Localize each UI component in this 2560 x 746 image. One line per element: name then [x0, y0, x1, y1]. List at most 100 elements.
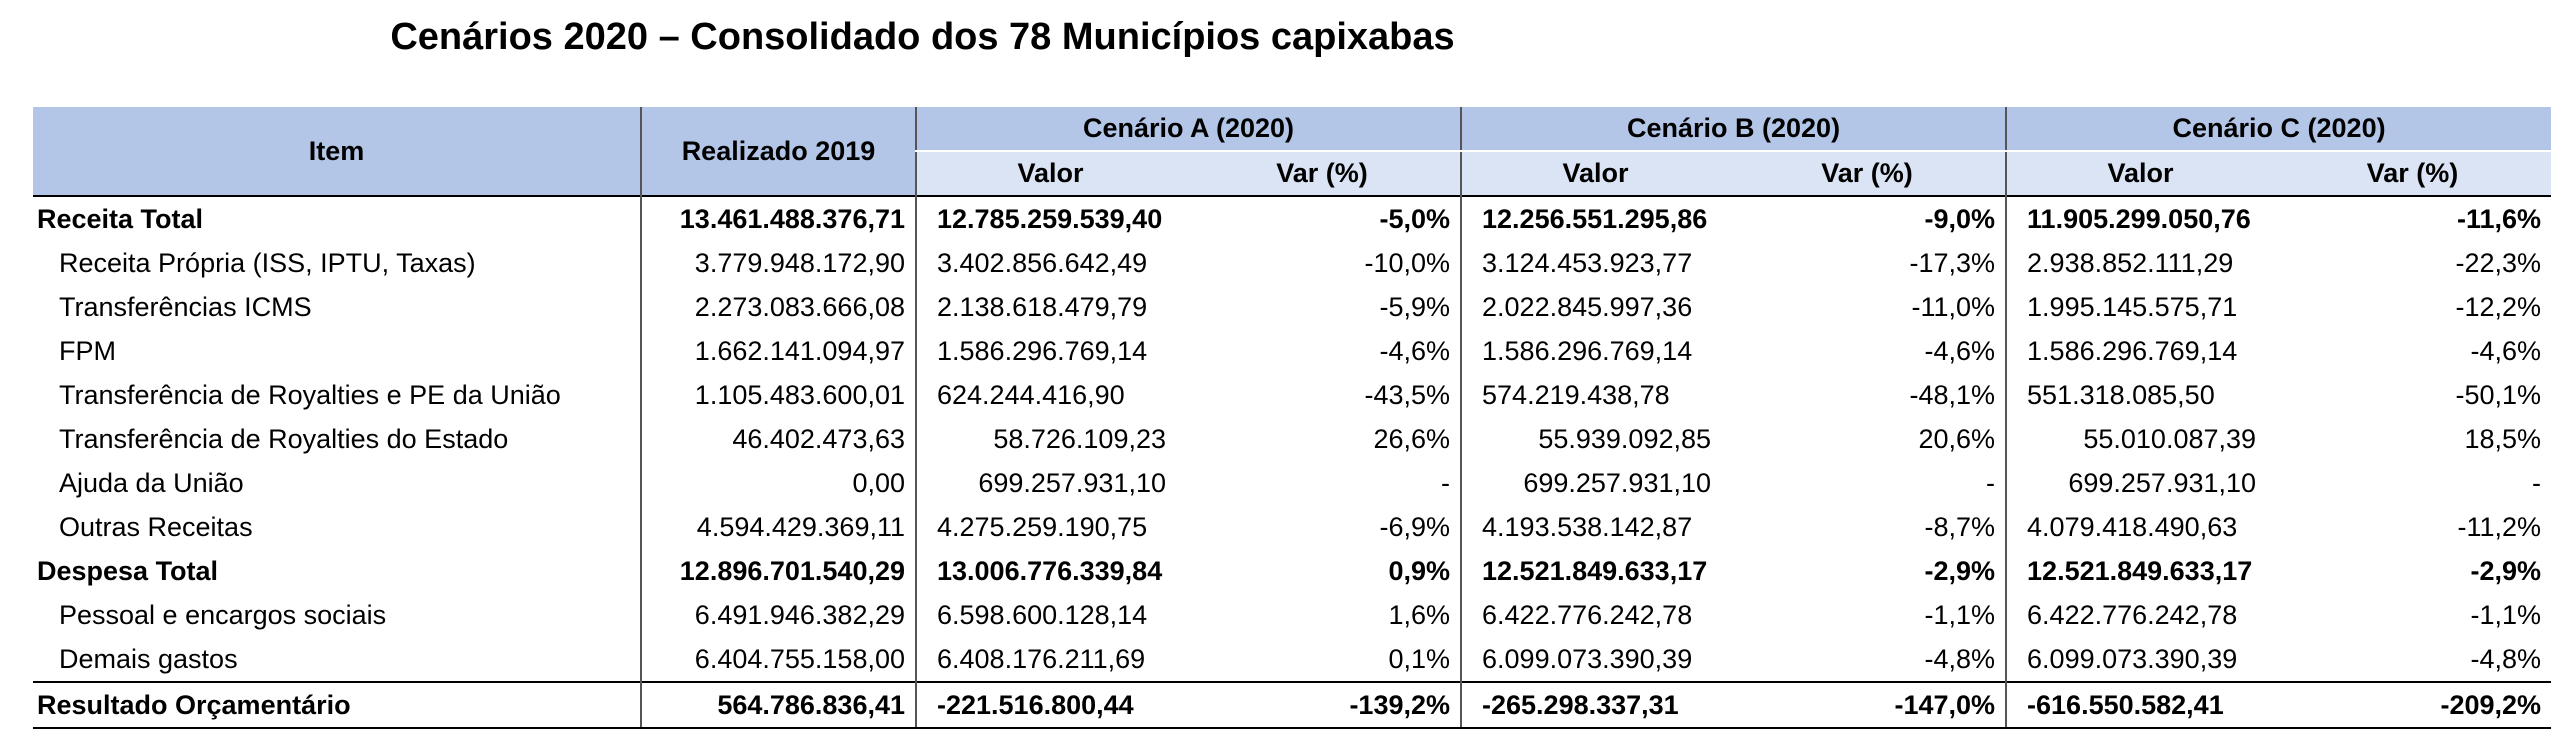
item-cell: Transferência de Royalties do Estado	[59, 423, 509, 454]
scenario-a-var-cell: 0,1%	[1388, 643, 1451, 674]
scenario-c-var-cell: -12,2%	[2455, 291, 2542, 322]
scenario-c-value-cell: 55.010.087,39	[2005, 417, 2275, 461]
realizado-2019-cell: 2.273.083.666,08	[640, 285, 916, 329]
scenario-c-var-cell: 18,5%	[2464, 423, 2542, 454]
scenario-a-value-cell: 1.586.296.769,14	[915, 329, 1184, 373]
header-scenario-c: Cenário C (2020)	[2005, 107, 2552, 152]
table-row: Receita Própria (ISS, IPTU, Taxas) 3.779.…	[33, 241, 2551, 285]
header-c-valor: Valor	[2005, 151, 2275, 196]
scenario-b-var-cell: -8,7%	[1924, 511, 1996, 542]
item-cell: Transferências ICMS	[59, 291, 312, 322]
item-cell: Pessoal e encargos sociais	[59, 599, 387, 630]
scenarios-table: Item Realizado 2019 Cenário A (2020) Cen…	[33, 107, 2552, 729]
scenario-b-value-cell: 6.422.776.242,78	[1460, 593, 1730, 637]
scenario-c-var-cell: -4,6%	[2470, 335, 2542, 366]
scenario-b-var-cell: -1,1%	[1924, 599, 1996, 630]
realizado-2019-cell: 1.105.483.600,01	[640, 373, 916, 417]
scenario-a-value-cell: 13.006.776.339,84	[915, 549, 1184, 593]
table-row: Transferências ICMS 2.273.083.666,08 2.138…	[33, 285, 2551, 329]
scenario-c-value-cell: 1.586.296.769,14	[2005, 329, 2275, 373]
scenario-b-value-cell: 12.256.551.295,86	[1460, 195, 1730, 241]
table-row: Transferência de Royalties do Estado 46.4…	[33, 417, 2551, 461]
realizado-2019-cell: 1.662.141.094,97	[640, 329, 916, 373]
scenario-b-value-cell: 6.099.073.390,39	[1460, 637, 1730, 682]
scenario-c-var-cell: -	[2532, 467, 2542, 498]
scenario-b-var-cell: -17,3%	[1909, 247, 1996, 278]
realizado-2019-cell: 6.404.755.158,00	[640, 637, 916, 682]
realizado-2019-cell: 564.786.836,41	[640, 681, 916, 729]
realizado-2019-cell: 4.594.429.369,11	[640, 505, 916, 549]
item-cell: Ajuda da União	[59, 467, 244, 498]
table-row: Despesa Total 12.896.701.540,29 13.006.776…	[33, 549, 2551, 593]
header-b-valor: Valor	[1460, 151, 1730, 196]
scenario-b-value-cell: 55.939.092,85	[1460, 417, 1730, 461]
realizado-2019-cell: 13.461.488.376,71	[640, 195, 916, 241]
scenario-a-value-cell: 2.138.618.479,79	[915, 285, 1184, 329]
scenario-a-value-cell: 3.402.856.642,49	[915, 241, 1184, 285]
scenario-b-var-cell: -48,1%	[1909, 379, 1996, 410]
item-cell: Demais gastos	[59, 643, 238, 674]
table-row: Transferência de Royalties e PE da União…	[33, 373, 2551, 417]
item-cell: FPM	[59, 335, 116, 366]
scenario-c-value-cell: 6.099.073.390,39	[2005, 637, 2275, 682]
scenario-c-var-cell: -11,6%	[2274, 195, 2552, 241]
realizado-2019-cell: 46.402.473,63	[640, 417, 916, 461]
scenario-b-value-cell: -265.298.337,31	[1460, 681, 1730, 729]
page-title: Cenários 2020 – Consolidado dos 78 Munic…	[390, 16, 1455, 58]
scenario-b-value-cell: 12.521.849.633,17	[1460, 549, 1730, 593]
scenario-b-value-cell: 4.193.538.142,87	[1460, 505, 1730, 549]
scenario-b-var-cell: 20,6%	[1918, 423, 1996, 454]
header-a-var: Var (%)	[1184, 151, 1462, 196]
scenario-c-value-cell: 4.079.418.490,63	[2005, 505, 2275, 549]
header-item: Item	[33, 107, 641, 196]
realizado-2019-cell: 12.896.701.540,29	[640, 549, 916, 593]
table-row: FPM 1.662.141.094,97 1.586.296.769,14 -4,6%…	[33, 329, 2551, 373]
scenario-c-var-cell: -209,2%	[2274, 681, 2552, 729]
scenario-b-value-cell: 3.124.453.923,77	[1460, 241, 1730, 285]
scenario-b-value-cell: 2.022.845.997,36	[1460, 285, 1730, 329]
header-realizado-2019: Realizado 2019	[640, 107, 916, 196]
table-row: Ajuda da União 0,00 699.257.931,10-699.257…	[33, 461, 2551, 505]
scenario-c-value-cell: 12.521.849.633,17	[2005, 549, 2275, 593]
header-row-subcolumns: Valor Var (%) Valor Var (%) Valor Var (%…	[33, 151, 2552, 196]
scenario-b-var-cell: -4,6%	[1924, 335, 1996, 366]
scenario-b-var-cell: -9,0%	[1729, 195, 2007, 241]
scenario-a-value-cell: -221.516.800,44	[915, 681, 1184, 729]
scenario-a-value-cell: 624.244.416,90	[915, 373, 1184, 417]
scenario-c-value-cell: 6.422.776.242,78	[2005, 593, 2275, 637]
scenario-c-var-cell: -1,1%	[2470, 599, 2542, 630]
scenario-a-var-cell: -43,5%	[1364, 379, 1451, 410]
table-row: Resultado Orçamentário 564.786.836,41 -221…	[33, 681, 2552, 729]
realizado-2019-cell: 0,00	[640, 461, 916, 505]
table-row: Outras Receitas 4.594.429.369,11 4.275.259…	[33, 505, 2551, 549]
scenario-b-var-cell: -147,0%	[1729, 681, 2007, 729]
item-cell: Outras Receitas	[59, 511, 253, 542]
scenario-c-var-cell: -2,9%	[2470, 555, 2542, 586]
scenario-a-var-cell: -6,9%	[1379, 511, 1451, 542]
scenario-a-var-cell: -5,9%	[1379, 291, 1451, 322]
table-row: Receita Total 13.461.488.376,71 12.785.259…	[33, 195, 2552, 241]
scenario-a-var-cell: 26,6%	[1373, 423, 1451, 454]
scenario-c-var-cell: -50,1%	[2455, 379, 2542, 410]
scenario-a-value-cell: 4.275.259.190,75	[915, 505, 1184, 549]
item-cell: Receita Total	[33, 195, 641, 241]
item-cell: Receita Própria (ISS, IPTU, Taxas)	[59, 247, 476, 278]
table-row: Pessoal e encargos sociais 6.491.946.382,…	[33, 593, 2551, 637]
header-scenario-a: Cenário A (2020)	[914, 107, 1462, 152]
scenario-a-value-cell: 699.257.931,10	[915, 461, 1184, 505]
scenario-b-var-cell: -	[1986, 467, 1996, 498]
realizado-2019-cell: 6.491.946.382,29	[640, 593, 916, 637]
scenario-a-var-cell: -5,0%	[1184, 195, 1462, 241]
scenario-a-var-cell: -139,2%	[1184, 681, 1462, 729]
scenario-b-var-cell: -2,9%	[1924, 555, 1996, 586]
scenario-b-value-cell: 574.219.438,78	[1460, 373, 1730, 417]
item-cell: Transferência de Royalties e PE da União	[59, 379, 561, 410]
scenario-a-value-cell: 12.785.259.539,40	[915, 195, 1184, 241]
scenario-c-value-cell: 699.257.931,10	[2005, 461, 2275, 505]
scenario-b-value-cell: 1.586.296.769,14	[1460, 329, 1730, 373]
scenario-a-var-cell: 1,6%	[1388, 599, 1451, 630]
header-scenario-b: Cenário B (2020)	[1460, 107, 2007, 152]
scenario-c-value-cell: 2.938.852.111,29	[2005, 241, 2275, 285]
scenario-a-value-cell: 58.726.109,23	[915, 417, 1184, 461]
scenario-b-var-cell: -11,0%	[1911, 291, 1996, 322]
